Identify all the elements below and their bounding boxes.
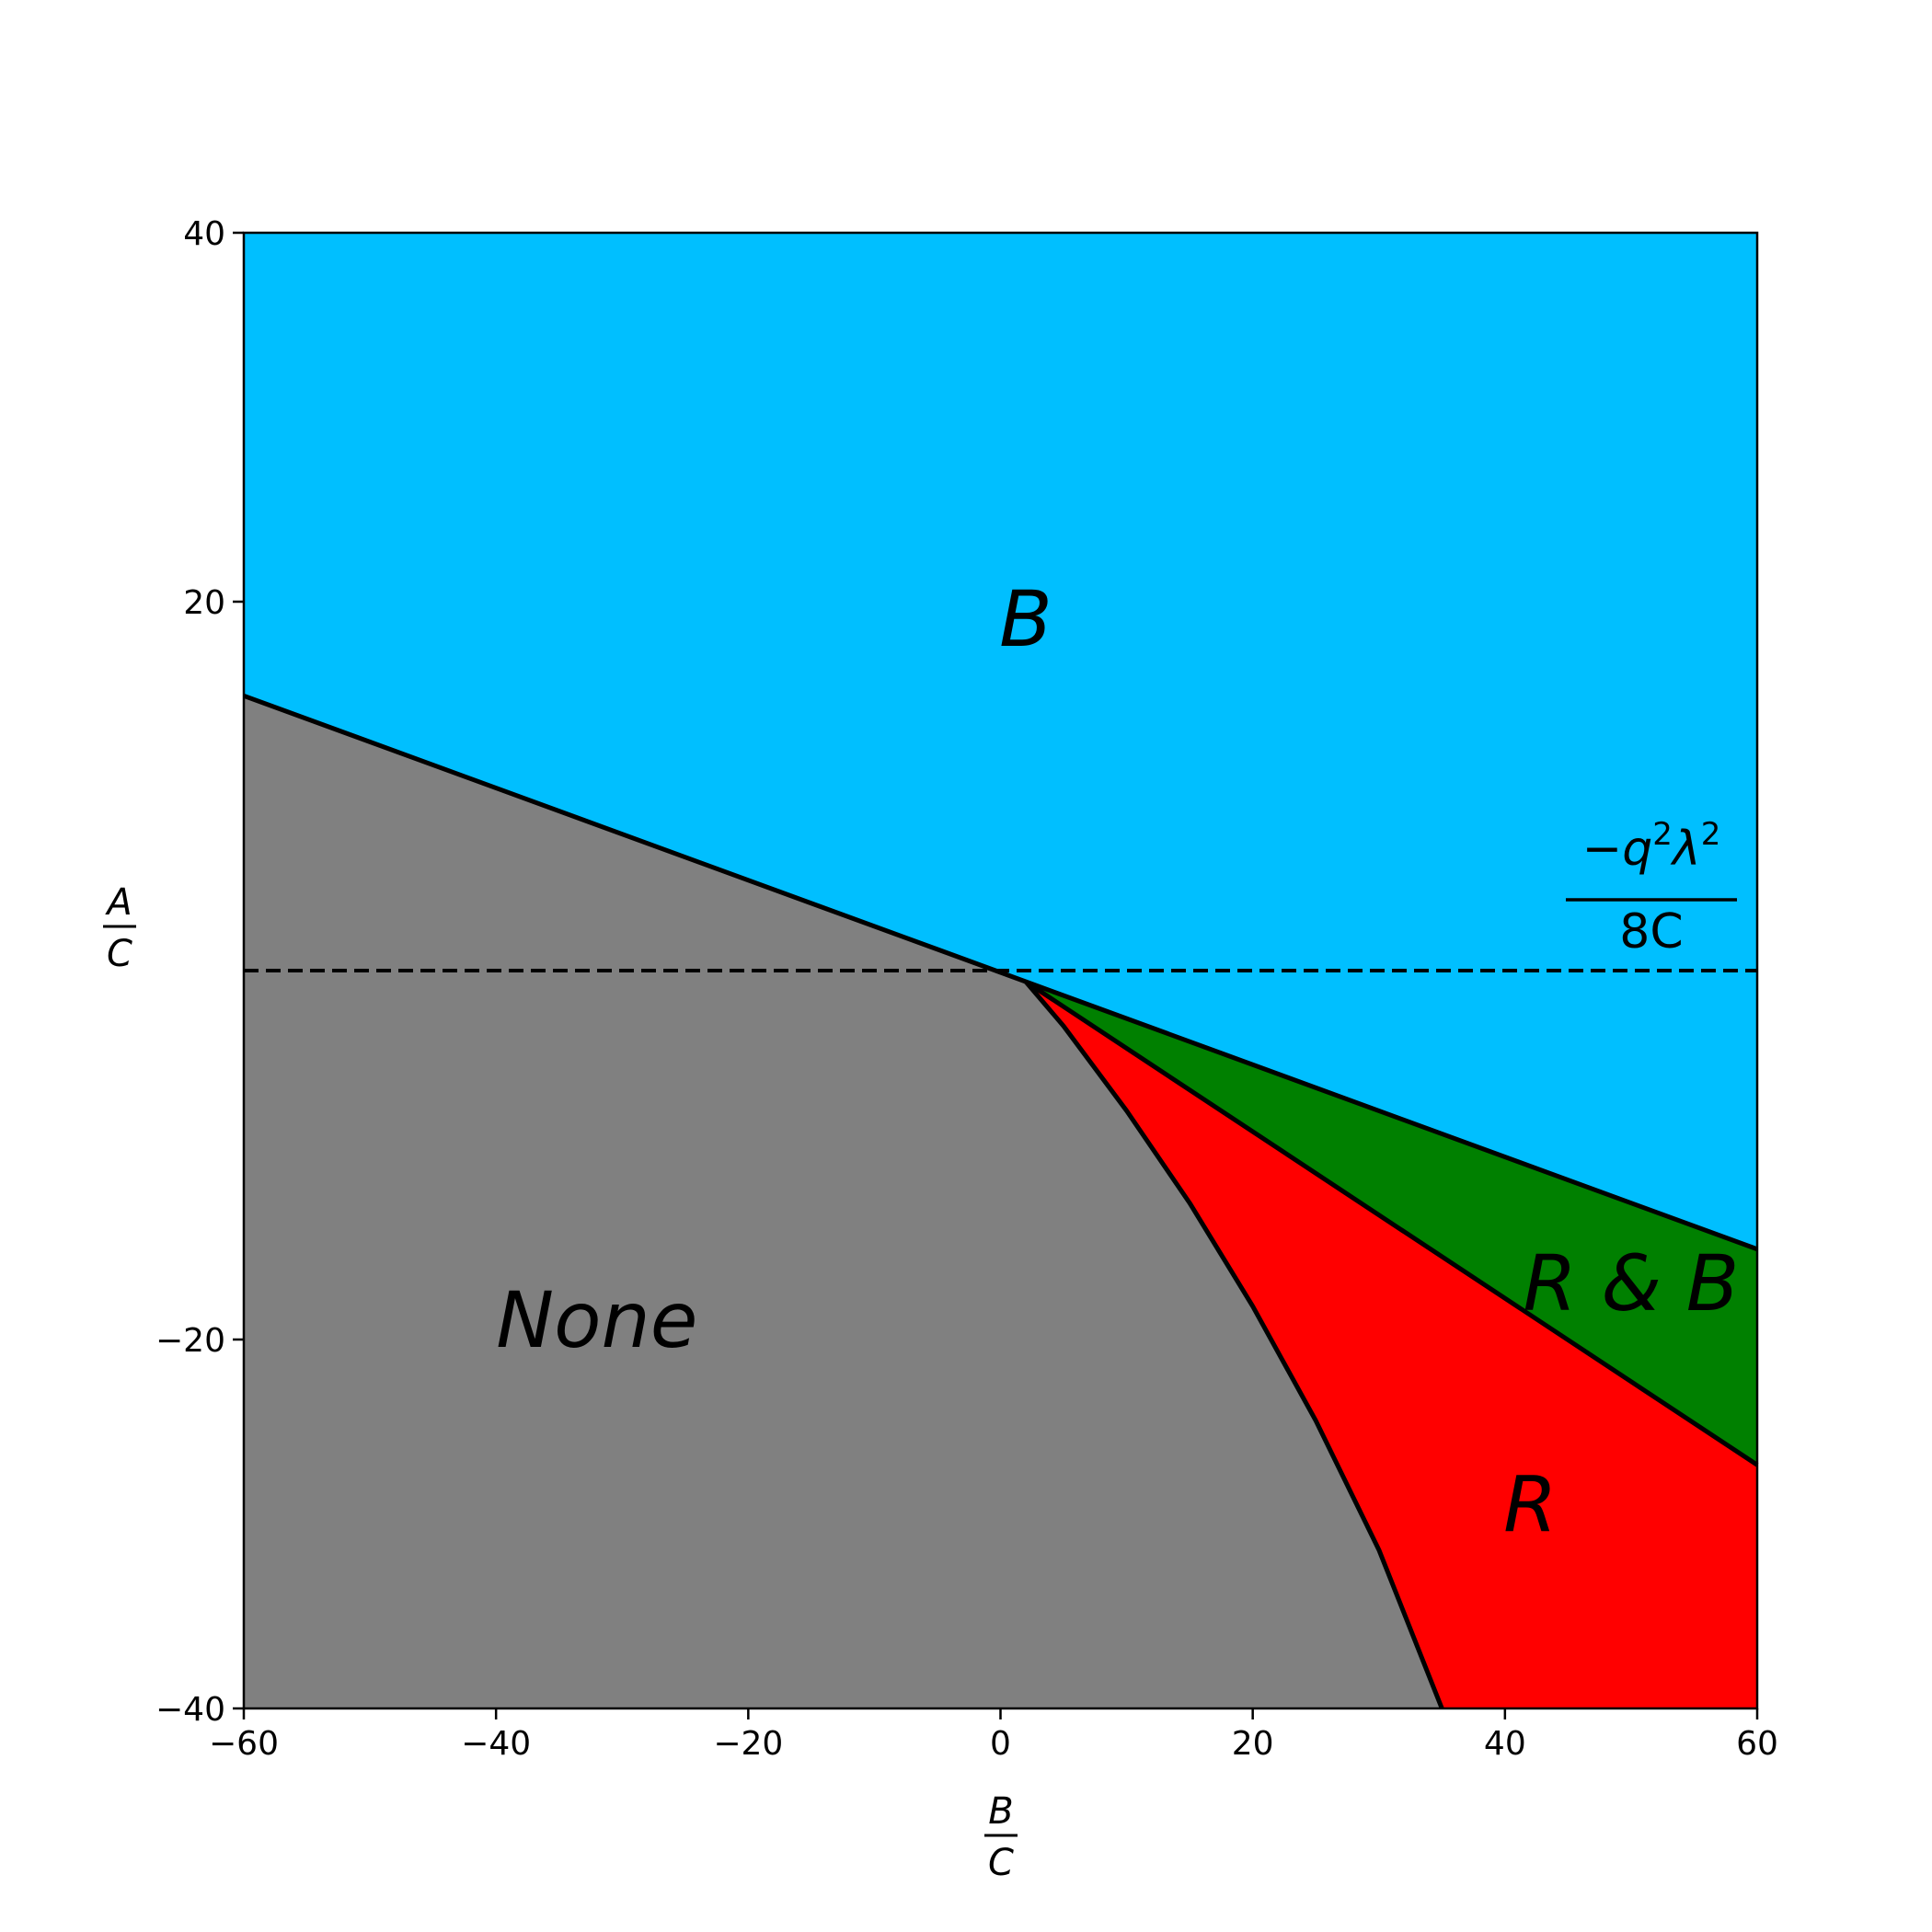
region-label-r-b: R & B	[1523, 1238, 1739, 1328]
boundary-lower-curve	[1023, 980, 1444, 1709]
y-tick-label: 40	[183, 215, 225, 253]
x-tick-label: −20	[713, 1725, 783, 1763]
x-axis-denominator: C	[988, 1842, 1014, 1884]
x-tick-label: −40	[461, 1725, 531, 1763]
y-axis-label: A C	[103, 881, 136, 975]
ann-exp2: 2	[1701, 816, 1721, 853]
region-none	[244, 696, 1443, 1708]
x-axis-numerator: B	[988, 1790, 1013, 1833]
boundaries-layer	[243, 693, 1759, 1709]
x-axis-label: B C	[984, 1790, 1018, 1884]
region-r	[1025, 982, 1757, 1708]
region-label-r: R	[1503, 1459, 1557, 1549]
ann-q: q	[1622, 822, 1652, 877]
ann-exp1: 2	[1652, 816, 1673, 853]
x-tick-label: −60	[209, 1725, 279, 1763]
y-tick-label: −40	[155, 1691, 225, 1729]
region-label-b: B	[999, 574, 1052, 664]
ann-lambda: λ	[1670, 822, 1701, 877]
svg-text:−q2λ2: −q2λ2	[1582, 816, 1721, 877]
reference-line-label: −q2λ2 8C	[1566, 816, 1737, 960]
y-tick-label: −20	[155, 1322, 225, 1360]
y-tick-label: 20	[183, 584, 225, 622]
region-labels: B None R & B R	[496, 574, 1739, 1549]
region-label-none: None	[496, 1275, 697, 1365]
boundary-middle-line	[1024, 979, 1759, 1467]
x-tick-label: 60	[1736, 1725, 1778, 1763]
y-axis-denominator: C	[107, 933, 132, 975]
y-axis-numerator: A	[104, 881, 132, 924]
ann-minus: −	[1582, 822, 1623, 877]
x-tick-label: 0	[990, 1725, 1011, 1763]
x-tick-label: 40	[1484, 1725, 1526, 1763]
ann-denominator: 8C	[1619, 904, 1683, 960]
x-tick-label: 20	[1232, 1725, 1274, 1763]
